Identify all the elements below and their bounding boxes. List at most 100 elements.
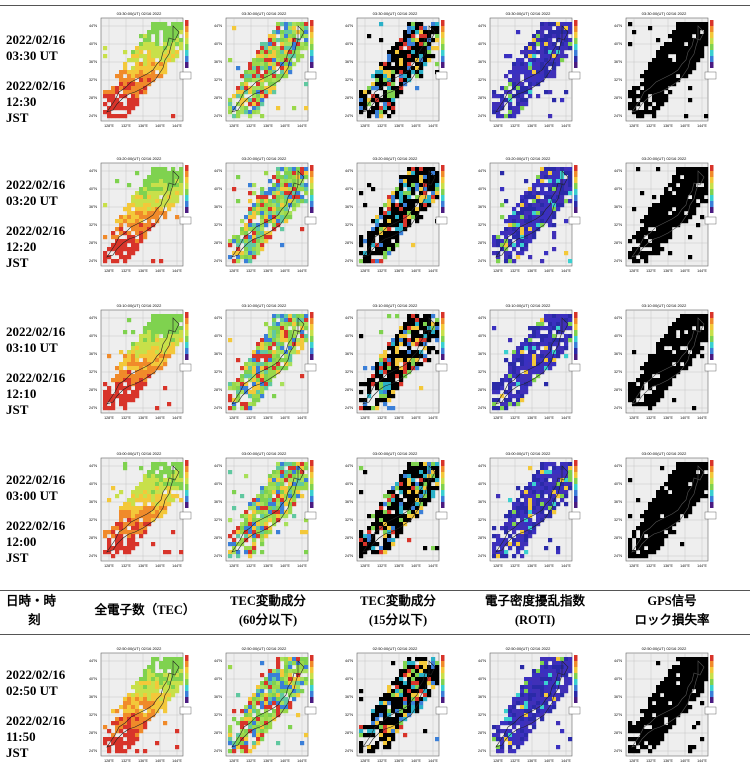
lat-tick-label: 44°N (478, 464, 486, 468)
lon-tick-label: 132°E (646, 124, 656, 128)
legend-box (180, 217, 191, 224)
legend-box (436, 707, 447, 714)
lat-tick-label: 40°N (478, 187, 486, 191)
lat-tick-label: 44°N (214, 464, 222, 468)
colorbar (574, 20, 578, 68)
map-title: 02:50:00(UT) 02/16 2022 (117, 646, 162, 651)
jst-label: JST (6, 745, 86, 761)
lat-tick-label: 44°N (614, 464, 622, 468)
lon-tick-label: 140°E (411, 124, 421, 128)
lat-tick-label: 32°N (214, 713, 222, 717)
lat-tick-label: 28°N (345, 731, 353, 735)
map-title: 03:10:00(UT) 02/16 2022 (506, 303, 551, 308)
colorbar (710, 655, 714, 703)
lat-tick-label: 28°N (214, 536, 222, 540)
lat-tick-label: 28°N (614, 388, 622, 392)
colorbar (310, 655, 314, 703)
legend-box (705, 707, 716, 714)
lon-tick-label: 140°E (280, 124, 290, 128)
lon-tick-label: 144°E (561, 564, 571, 568)
lat-tick-label: 40°N (614, 42, 622, 46)
lon-tick-label: 140°E (680, 269, 690, 273)
lat-tick-label: 28°N (614, 241, 622, 245)
map-title: 03:00:00(UT) 02/16 2022 (242, 451, 287, 456)
lat-tick-label: 44°N (345, 169, 353, 173)
jst-date: 2022/02/16 (6, 78, 86, 94)
lat-tick-label: 32°N (614, 370, 622, 374)
colorbar (441, 165, 445, 213)
ut-time: 03:20 UT (6, 193, 86, 209)
lat-tick-label: 44°N (478, 659, 486, 663)
lat-tick-label: 24°N (214, 114, 222, 118)
tec-map-svg: 03:20:00(UT) 02/16 202244°N40°N36°N32°N2… (87, 153, 197, 278)
lat-tick-label: 36°N (89, 695, 97, 699)
lon-tick-label: 128°E (360, 564, 370, 568)
lon-tick-label: 136°E (138, 269, 148, 273)
jst-time: 11:50 (6, 729, 86, 745)
lat-tick-label: 28°N (345, 241, 353, 245)
lon-tick-label: 136°E (263, 564, 273, 568)
legend-box (705, 364, 716, 371)
map-title: 03:20:00(UT) 02/16 2022 (242, 156, 287, 161)
roti-map-svg: 03:00:00(UT) 02/16 202244°N40°N36°N32°N2… (476, 448, 586, 573)
lon-tick-label: 136°E (663, 269, 673, 273)
lon-tick-label: 132°E (510, 416, 520, 420)
colorbar (574, 460, 578, 508)
lon-tick-label: 144°E (561, 416, 571, 420)
lat-tick-label: 40°N (345, 334, 353, 338)
lat-tick-label: 28°N (614, 731, 622, 735)
lat-tick-label: 44°N (89, 659, 97, 663)
legend-box (180, 364, 191, 371)
map-title: 03:00:00(UT) 02/16 2022 (506, 451, 551, 456)
lat-tick-label: 40°N (345, 187, 353, 191)
lon-tick-label: 140°E (680, 759, 690, 763)
lat-tick-label: 32°N (478, 713, 486, 717)
lat-tick-label: 36°N (214, 695, 222, 699)
lon-tick-label: 136°E (394, 124, 404, 128)
lat-tick-label: 28°N (214, 388, 222, 392)
map-title: 02:50:00(UT) 02/16 2022 (242, 646, 287, 651)
lon-tick-label: 136°E (138, 124, 148, 128)
lat-tick-label: 44°N (214, 316, 222, 320)
colorbar (310, 165, 314, 213)
map-title: 03:00:00(UT) 02/16 2022 (373, 451, 418, 456)
lat-tick-label: 36°N (614, 695, 622, 699)
lat-tick-label: 44°N (478, 24, 486, 28)
lat-tick-label: 28°N (89, 96, 97, 100)
lat-tick-label: 24°N (614, 406, 622, 410)
lat-tick-label: 32°N (214, 223, 222, 227)
map-title: 03:20:00(UT) 02/16 2022 (506, 156, 551, 161)
lat-tick-label: 28°N (478, 388, 486, 392)
jst-time: 12:10 (6, 386, 86, 402)
header-datetime: 日時・時 刻 (6, 592, 84, 630)
lat-tick-label: 24°N (89, 554, 97, 558)
legend-box (436, 512, 447, 519)
tec15-map-svg: 03:00:00(UT) 02/16 202244°N40°N36°N32°N2… (343, 448, 453, 573)
lon-tick-label: 136°E (394, 564, 404, 568)
ut-date: 2022/02/16 (6, 32, 86, 48)
lon-tick-label: 132°E (121, 416, 131, 420)
lon-tick-label: 140°E (155, 269, 165, 273)
lon-tick-label: 132°E (121, 759, 131, 763)
legend-box (305, 707, 316, 714)
lat-tick-label: 40°N (89, 187, 97, 191)
map-title: 03:10:00(UT) 02/16 2022 (242, 303, 287, 308)
ut-date: 2022/02/16 (6, 177, 86, 193)
gps-map-svg: 02:50:00(UT) 02/16 202244°N40°N36°N32°N2… (612, 643, 722, 768)
lat-tick-label: 24°N (345, 406, 353, 410)
lon-tick-label: 136°E (138, 416, 148, 420)
lat-tick-label: 40°N (214, 42, 222, 46)
lat-tick-label: 44°N (614, 24, 622, 28)
jst-label: JST (6, 110, 86, 126)
lat-tick-label: 32°N (345, 518, 353, 522)
lon-tick-label: 136°E (663, 564, 673, 568)
map-title: 03:30:00(UT) 02/16 2022 (506, 11, 551, 16)
jst-label: JST (6, 255, 86, 271)
